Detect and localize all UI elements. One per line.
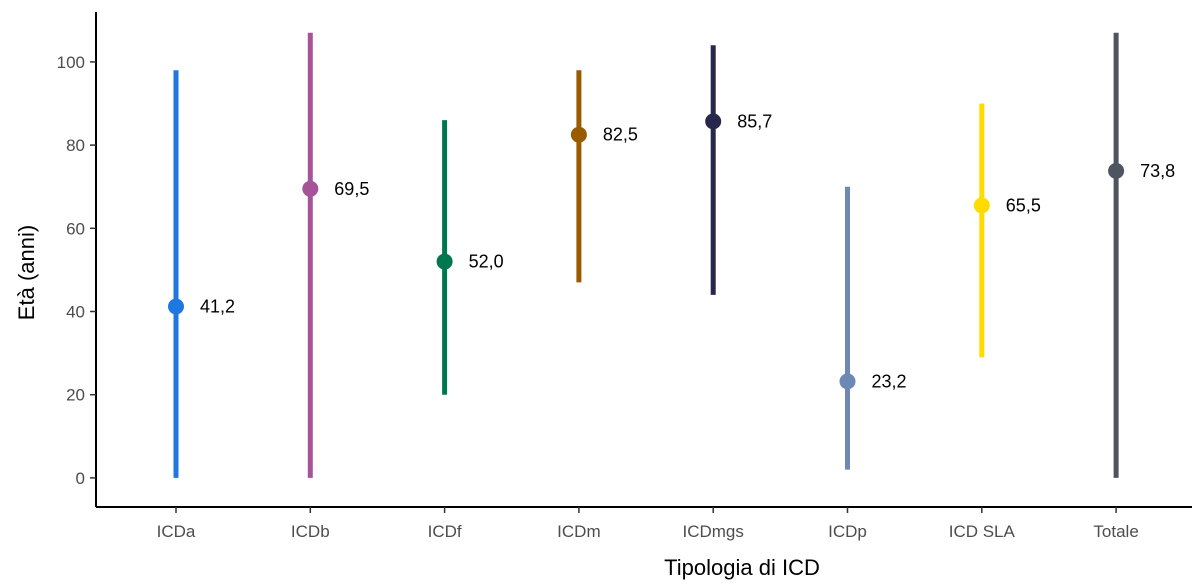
- data-label: 41,2: [200, 297, 235, 317]
- x-tick-label: ICDp: [828, 522, 867, 541]
- y-tick-label: 60: [66, 219, 85, 238]
- mean-point: [570, 126, 587, 143]
- data-label: 85,7: [737, 111, 772, 131]
- x-tick-label: ICDb: [291, 522, 330, 541]
- data-label: 69,5: [334, 179, 369, 199]
- mean-point: [839, 373, 856, 390]
- x-tick-label: ICDa: [157, 522, 196, 541]
- y-axis-title: Età (anni): [14, 225, 39, 320]
- y-tick-label: 0: [76, 469, 85, 488]
- series-point-group: 23,2: [839, 186, 907, 470]
- y-tick-label: 100: [57, 53, 85, 72]
- data-label: 52,0: [469, 252, 504, 272]
- mean-point: [168, 298, 184, 315]
- series-point-group: 73,8: [1108, 32, 1175, 478]
- x-tick-label: Totale: [1093, 522, 1138, 541]
- mean-point: [705, 113, 722, 130]
- series-point-group: 65,5: [973, 103, 1041, 358]
- mean-point: [973, 197, 990, 214]
- series-point-group: 69,5: [302, 32, 369, 478]
- x-axis-title: Tipologia di ICD: [664, 555, 820, 580]
- x-axis-ticks: ICDa ICDb ICDf ICDm ICDmgs ICDp ICD SLA Totale: [157, 507, 1139, 541]
- series-point-group: 52,0: [436, 120, 504, 395]
- mean-point: [436, 253, 453, 270]
- y-axis-ticks: 0 20 40 60 80 100: [57, 53, 96, 488]
- x-tick-label: ICDmgs: [682, 522, 743, 541]
- mean-point: [302, 180, 319, 197]
- series-point-group: 41,2: [168, 70, 235, 478]
- mean-point: [1108, 162, 1125, 179]
- x-tick-label: ICD SLA: [949, 522, 1016, 541]
- series-point-group: 85,7: [705, 45, 772, 295]
- x-tick-label: ICDm: [557, 522, 600, 541]
- data-label: 73,8: [1140, 161, 1175, 181]
- series-point-group: 82,5: [570, 70, 638, 283]
- y-tick-label: 40: [66, 302, 85, 321]
- x-tick-label: ICDf: [428, 522, 462, 541]
- data-label: 65,5: [1006, 195, 1041, 215]
- data-label: 23,2: [872, 371, 907, 391]
- y-tick-label: 20: [66, 386, 85, 405]
- plot-area: 41,2 69,5 52,0 82,5 85,7 23,2 65,5 73,8: [168, 32, 1175, 478]
- y-tick-label: 80: [66, 136, 85, 155]
- data-label: 82,5: [603, 125, 638, 145]
